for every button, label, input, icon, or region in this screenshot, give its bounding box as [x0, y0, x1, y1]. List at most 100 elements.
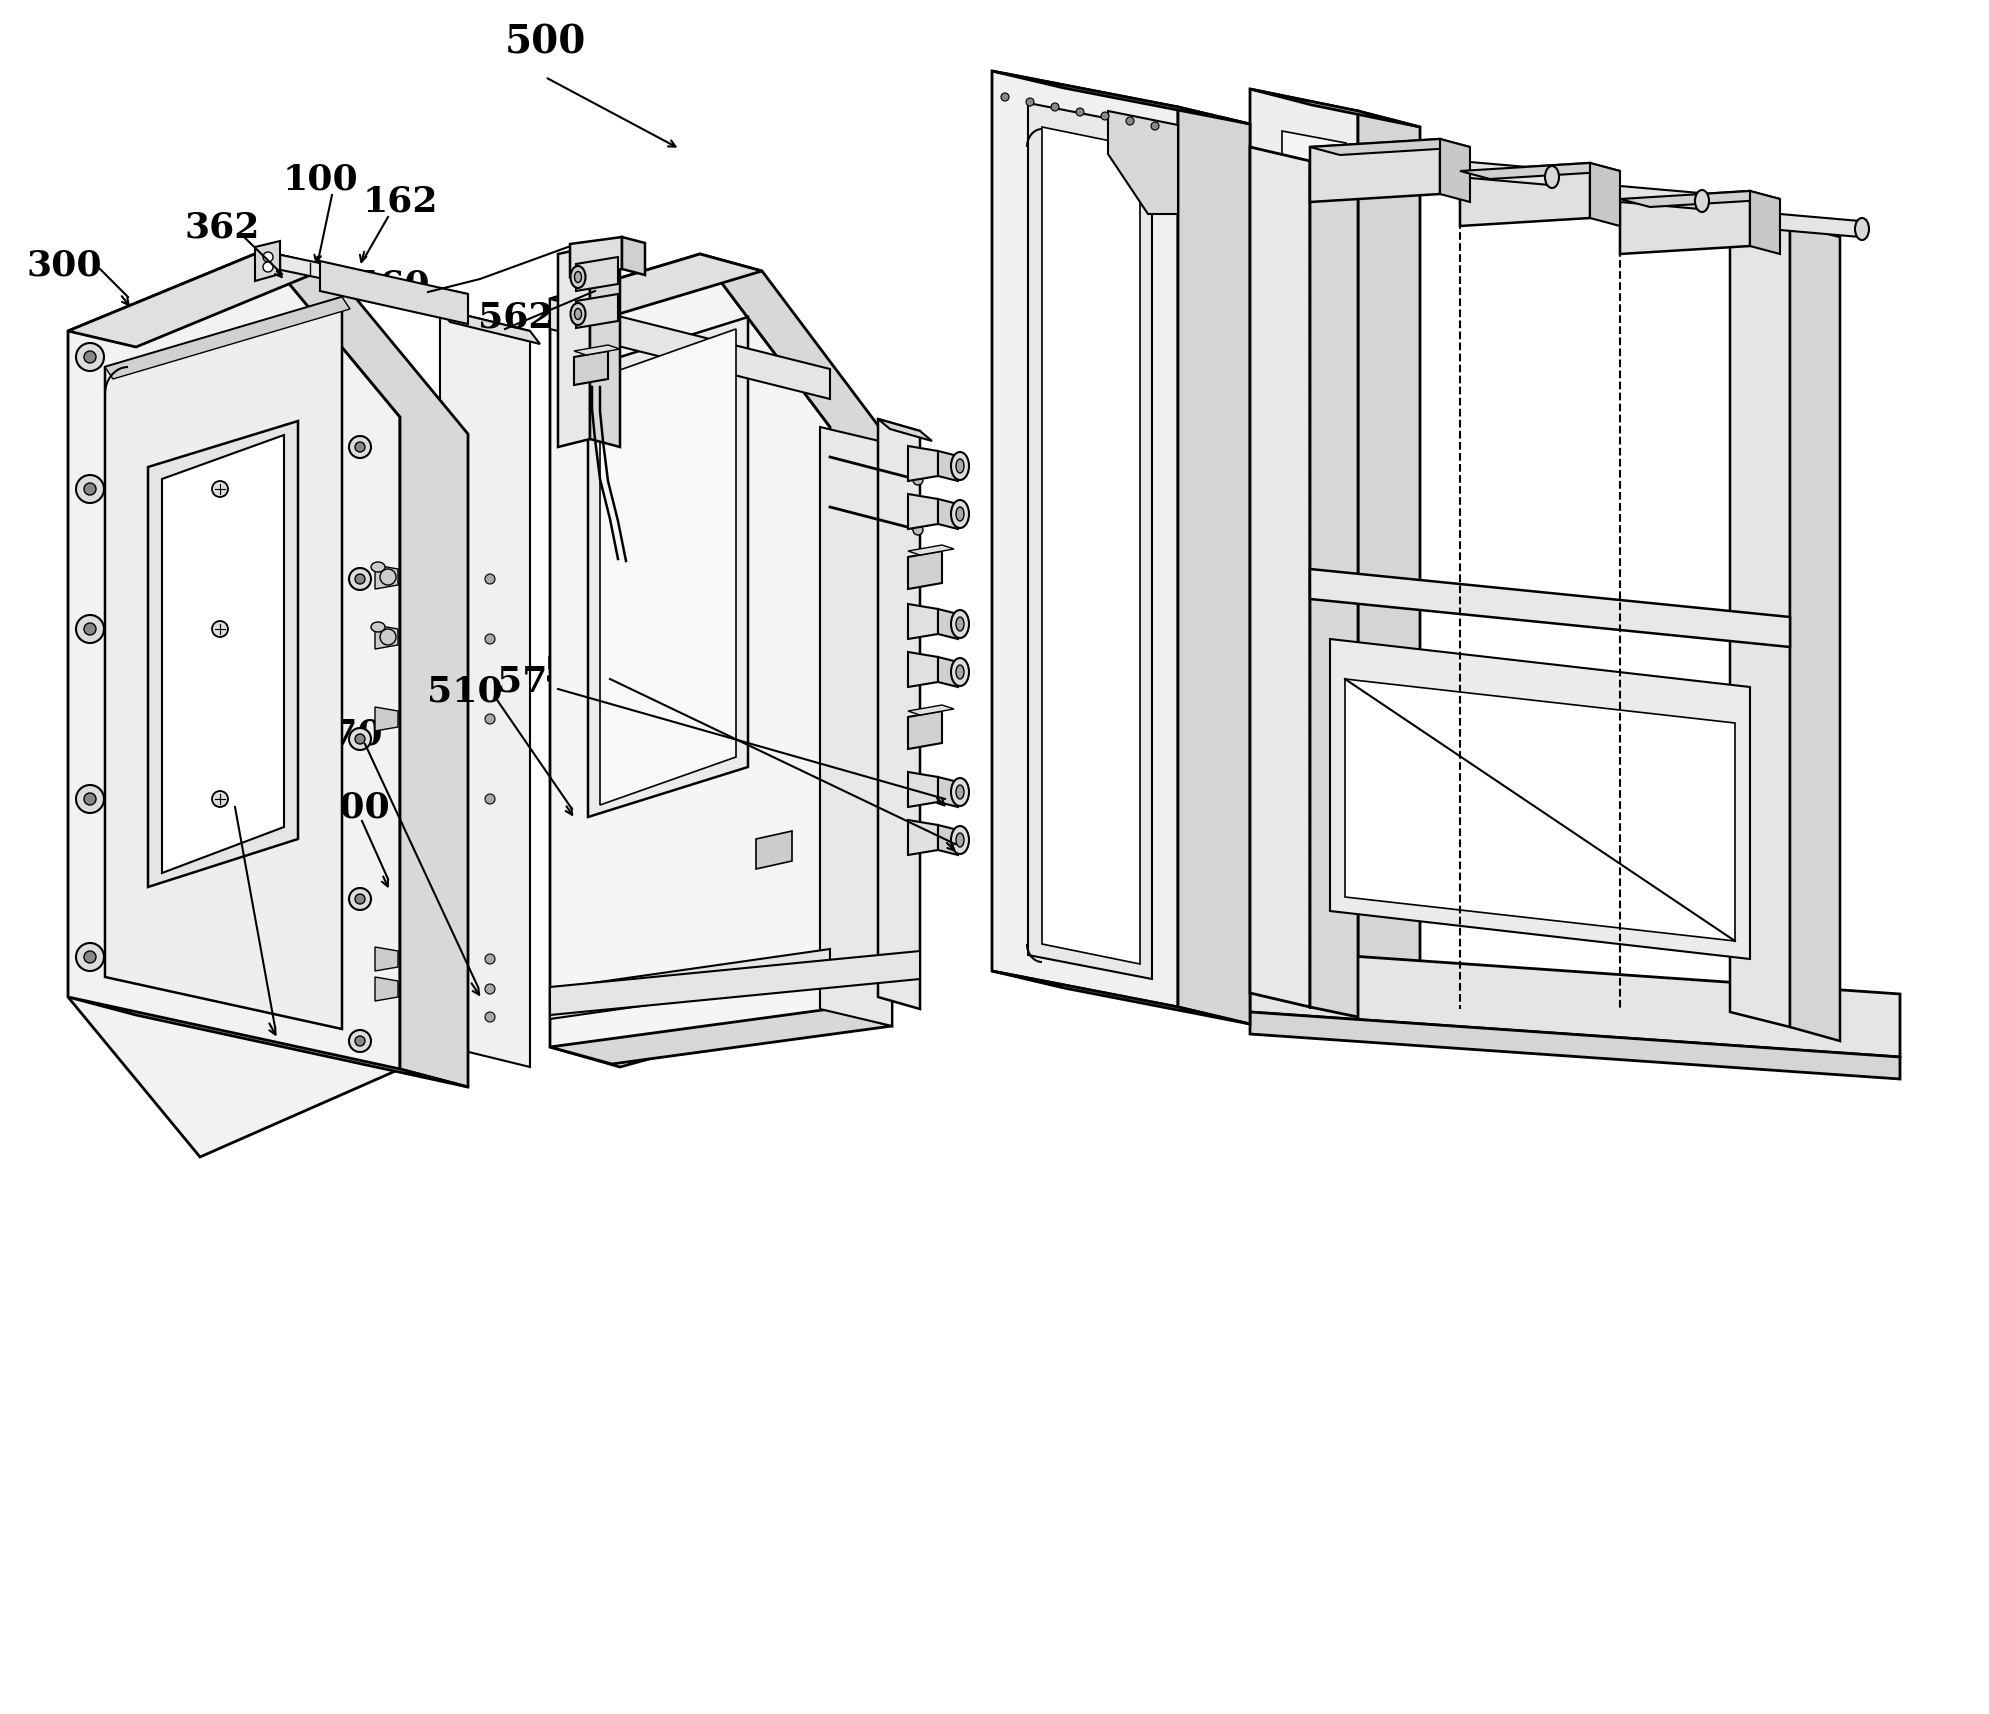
Ellipse shape: [957, 459, 965, 473]
Polygon shape: [1311, 161, 1358, 1018]
Polygon shape: [440, 310, 529, 1068]
Polygon shape: [161, 435, 284, 874]
Text: 510: 510: [428, 675, 503, 708]
Polygon shape: [1730, 209, 1790, 1027]
Circle shape: [348, 888, 372, 910]
Polygon shape: [551, 951, 921, 1015]
Polygon shape: [147, 422, 298, 888]
Circle shape: [354, 895, 366, 905]
Polygon shape: [909, 653, 939, 687]
Circle shape: [380, 629, 396, 646]
Polygon shape: [1790, 225, 1840, 1042]
Polygon shape: [1589, 165, 1619, 226]
Ellipse shape: [575, 273, 581, 283]
Polygon shape: [1311, 141, 1470, 156]
Text: 560: 560: [354, 267, 430, 302]
Polygon shape: [877, 420, 921, 1010]
Circle shape: [485, 955, 495, 965]
Polygon shape: [1619, 187, 1701, 209]
Polygon shape: [551, 1010, 891, 1064]
Circle shape: [485, 574, 495, 584]
Polygon shape: [551, 255, 829, 1068]
Circle shape: [84, 951, 95, 963]
Polygon shape: [909, 545, 955, 555]
Polygon shape: [939, 610, 959, 639]
Polygon shape: [1460, 165, 1619, 180]
Polygon shape: [105, 298, 350, 381]
Polygon shape: [1108, 111, 1177, 214]
Circle shape: [263, 262, 272, 273]
Polygon shape: [909, 605, 939, 639]
Circle shape: [76, 785, 103, 814]
Polygon shape: [105, 298, 342, 1030]
Polygon shape: [577, 295, 619, 329]
Polygon shape: [376, 977, 398, 1001]
Polygon shape: [939, 500, 959, 530]
Circle shape: [1000, 94, 1008, 101]
Polygon shape: [571, 238, 623, 278]
Circle shape: [1026, 99, 1034, 106]
Circle shape: [84, 624, 95, 636]
Text: 100: 100: [282, 163, 358, 197]
Circle shape: [485, 984, 495, 994]
Ellipse shape: [951, 826, 969, 855]
Polygon shape: [909, 773, 939, 807]
Polygon shape: [591, 249, 621, 447]
Polygon shape: [1619, 192, 1780, 207]
Polygon shape: [1619, 192, 1750, 255]
Polygon shape: [909, 711, 943, 749]
Ellipse shape: [957, 665, 965, 680]
Circle shape: [76, 476, 103, 504]
Circle shape: [348, 437, 372, 459]
Circle shape: [84, 351, 95, 363]
Circle shape: [76, 943, 103, 972]
Ellipse shape: [957, 833, 965, 847]
Polygon shape: [877, 420, 933, 442]
Polygon shape: [68, 252, 330, 348]
Ellipse shape: [951, 778, 969, 807]
Ellipse shape: [372, 562, 386, 572]
Text: 100: 100: [314, 790, 390, 824]
Polygon shape: [255, 242, 280, 281]
Circle shape: [354, 442, 366, 452]
Ellipse shape: [951, 452, 969, 480]
Ellipse shape: [957, 785, 965, 799]
Polygon shape: [993, 72, 1249, 125]
Polygon shape: [623, 238, 644, 276]
Circle shape: [485, 634, 495, 644]
Polygon shape: [1331, 639, 1750, 960]
Polygon shape: [909, 821, 939, 855]
Circle shape: [76, 615, 103, 644]
Polygon shape: [993, 72, 1177, 1008]
Polygon shape: [1440, 141, 1470, 202]
Polygon shape: [68, 998, 467, 1087]
Polygon shape: [589, 317, 748, 818]
Ellipse shape: [951, 500, 969, 528]
Polygon shape: [376, 948, 398, 972]
Circle shape: [354, 1037, 366, 1046]
Polygon shape: [1345, 680, 1734, 941]
Text: 370: 370: [165, 778, 241, 811]
Circle shape: [348, 569, 372, 591]
Polygon shape: [1028, 105, 1152, 979]
Ellipse shape: [571, 303, 585, 326]
Polygon shape: [575, 351, 609, 386]
Polygon shape: [440, 310, 539, 345]
Ellipse shape: [957, 507, 965, 521]
Circle shape: [354, 574, 366, 584]
Text: 300: 300: [26, 249, 101, 281]
Polygon shape: [700, 255, 891, 1027]
Text: 362: 362: [185, 211, 261, 245]
Circle shape: [1126, 118, 1134, 125]
Polygon shape: [1283, 132, 1347, 994]
Polygon shape: [551, 300, 829, 399]
Polygon shape: [376, 626, 398, 650]
Circle shape: [84, 794, 95, 806]
Circle shape: [354, 735, 366, 744]
Polygon shape: [1780, 214, 1860, 238]
Polygon shape: [1470, 163, 1549, 185]
Polygon shape: [1249, 89, 1358, 1020]
Polygon shape: [551, 255, 762, 317]
Polygon shape: [819, 428, 891, 1027]
Polygon shape: [1311, 141, 1440, 202]
